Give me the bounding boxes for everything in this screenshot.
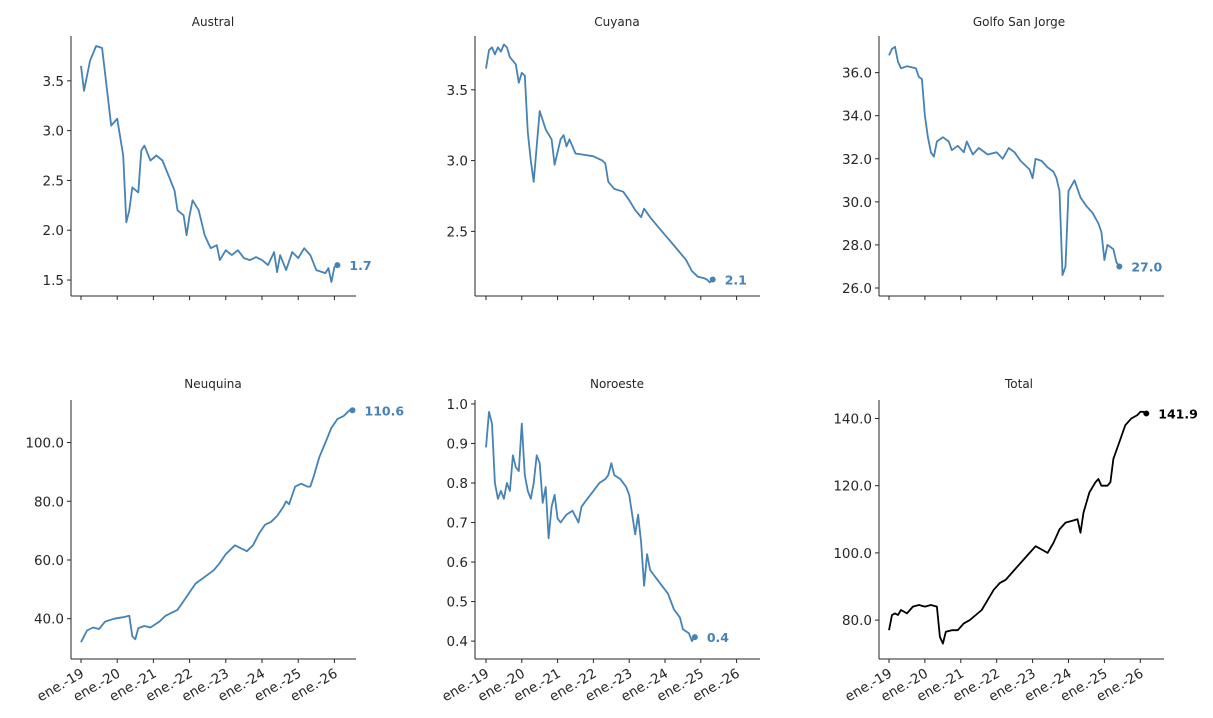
end-point-marker [349,407,356,414]
panel-total: Total80.0100.0120.0140.0ene.-19ene.-20en… [833,377,1197,705]
panel-title: Total [1004,377,1033,391]
panel-golfo-san-jorge: Golfo San Jorge 26.0 28.0 30.0 32.0 34.0 36.0 2… [842,15,1164,300]
end-value-label: 141.9 [1158,406,1198,421]
y-tick-label: 0.5 [447,595,468,611]
series-line [80,409,353,643]
panel-title: Noroeste [590,377,644,391]
y-tick-label: 0.9 [447,436,468,452]
y-tick-label: 2.5 [43,173,64,189]
y-tick-label: 1.5 [43,273,64,289]
panel-title: Neuquina [184,377,241,391]
series-line [485,43,714,284]
end-value-label: 2.1 [725,273,747,288]
y-tick-label: 1.0 [447,397,468,413]
y-tick-label: 28.0 [842,238,872,254]
y-tick-label: 40.0 [34,612,64,628]
end-value-label: 27.0 [1131,259,1162,274]
y-tick-label: 30.0 [842,195,872,211]
y-tick-label: 100.0 [833,546,872,562]
y-tick-label: 60.0 [34,553,64,569]
end-point-marker [334,262,341,269]
y-tick-label: 3.5 [447,83,468,99]
y-tick-label: 2.5 [447,224,468,240]
end-value-label: 110.6 [365,403,405,418]
series-line [80,45,338,283]
y-tick-label: 3.0 [43,124,64,140]
y-tick-label: 2.0 [43,223,64,239]
panel-neuquina: Neuquina40.060.080.0100.0ene.-19ene.-20e… [25,377,404,705]
y-tick-label: 140.0 [833,411,872,427]
panel-austral: Austral 1.5 2.0 2.5 3.0 3.5 1.7 [43,15,372,300]
panel-title: Golfo San Jorge [973,15,1065,29]
series-line [888,410,1147,645]
panel-cuyana: Cuyana 2.5 3.0 3.5 2.1 [447,15,760,300]
panel-title: Austral [192,15,234,29]
y-tick-label: 80.0 [34,494,64,510]
y-tick-label: 120.0 [833,479,872,495]
series-line [888,45,1121,276]
panel-title: Cuyana [594,15,639,29]
y-tick-label: 32.0 [842,152,872,168]
y-tick-label: 3.0 [447,154,468,170]
y-tick-label: 34.0 [842,109,872,125]
y-tick-label: 3.5 [43,74,64,90]
panel-noroeste: Noroeste0.40.50.60.70.80.91.0ene.-19ene.… [439,377,760,705]
y-tick-label: 36.0 [842,66,872,82]
end-value-label: 1.7 [349,258,371,273]
y-tick-label: 0.7 [447,516,468,532]
end-point-marker [1143,410,1150,417]
end-point-marker [1116,263,1123,270]
end-point-marker [691,634,698,641]
y-tick-label: 26.0 [842,281,872,297]
y-tick-label: 0.8 [447,476,468,492]
y-tick-label: 80.0 [842,613,872,629]
y-tick-label: 0.4 [447,634,468,650]
y-tick-label: 100.0 [25,436,64,452]
end-value-label: 0.4 [707,630,729,645]
end-point-marker [709,276,716,283]
series-line [485,411,696,642]
y-tick-label: 0.6 [447,555,468,571]
